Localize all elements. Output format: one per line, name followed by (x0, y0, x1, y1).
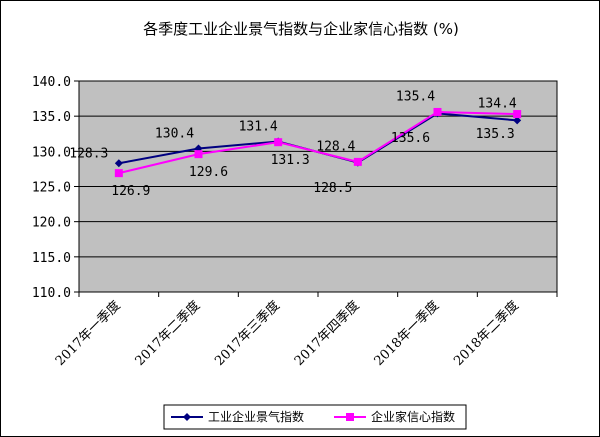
data-label-series-1: 135.4 (396, 89, 435, 104)
data-label-series-1: 130.4 (155, 127, 194, 142)
data-label-series-1: 131.4 (239, 119, 278, 134)
x-category-label: 2017年一季度 (52, 298, 123, 369)
x-category-label: 2018年一季度 (371, 298, 442, 369)
x-category-label: 2017年三季度 (212, 298, 283, 369)
x-category-label: 2017年二季度 (132, 298, 203, 369)
data-point-series-1 (513, 116, 522, 125)
data-point-series-2 (513, 110, 522, 119)
data-point-series-2 (114, 169, 123, 178)
legend-label-series-1: 工业企业景气指数 (208, 409, 304, 424)
legend-marker-series-1 (183, 413, 191, 421)
chart-title: 各季度工业企业景气指数与企业家信心指数 (%) (143, 20, 459, 38)
data-label-series-2: 129.6 (189, 165, 228, 180)
data-point-series-2 (274, 138, 283, 147)
y-tick-label: 140.0 (32, 75, 71, 90)
legend-marker-series-2 (346, 413, 354, 421)
data-point-series-2 (194, 150, 203, 159)
y-tick-label: 110.0 (32, 286, 71, 301)
series-line-2 (118, 110, 518, 175)
y-tick-label: 135.0 (32, 110, 71, 125)
y-tick-label: 130.0 (32, 145, 71, 160)
data-label-series-2: 126.9 (111, 184, 150, 199)
y-tick-label: 120.0 (32, 216, 71, 231)
legend-label-series-2: 企业家信心指数 (371, 409, 455, 424)
data-label-series-1: 128.3 (69, 146, 108, 161)
data-point-series-1 (114, 159, 123, 168)
data-label-series-2: 128.5 (313, 181, 352, 196)
data-label-series-2: 131.3 (271, 153, 310, 168)
legend: 工业企业景气指数 企业家信心指数 (163, 404, 467, 430)
legend-box (163, 404, 467, 430)
data-label-series-1: 134.4 (478, 96, 517, 111)
data-label-series-2: 135.3 (476, 127, 515, 142)
y-tick-label: 125.0 (32, 181, 71, 196)
data-point-series-2 (433, 107, 442, 116)
x-category-label: 2017年四季度 (291, 298, 362, 369)
data-label-series-2: 135.6 (391, 131, 430, 146)
data-point-series-2 (353, 157, 362, 166)
x-category-label: 2018年二季度 (451, 298, 522, 369)
y-tick-label: 115.0 (32, 251, 71, 266)
data-label-series-1: 128.4 (316, 140, 355, 155)
